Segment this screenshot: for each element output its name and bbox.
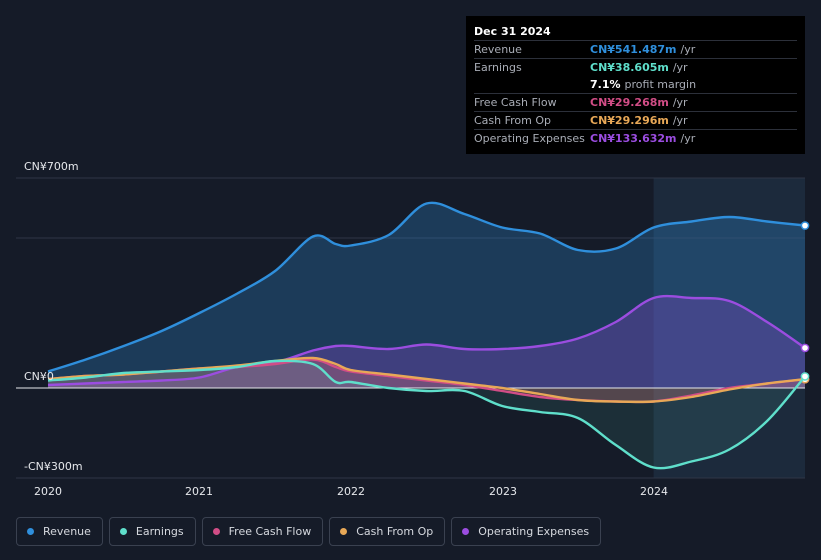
y-tick-label-minus-300: -CN¥300m <box>24 460 83 473</box>
tooltip-date: Dec 31 2024 <box>474 25 551 38</box>
legend-item-free-cash-flow[interactable]: Free Cash Flow <box>201 517 324 546</box>
tooltip-label: Free Cash Flow <box>474 96 557 109</box>
tooltip-value: CN¥133.632m <box>590 132 677 145</box>
series-line-earnings <box>47 359 806 470</box>
tooltip-unit: /yr <box>672 114 688 127</box>
tooltip-value: CN¥29.296m <box>590 114 669 127</box>
forecast-band <box>653 178 805 478</box>
legend-item-operating-expenses[interactable]: Operating Expenses <box>451 517 602 546</box>
series-end-point-revenue <box>800 221 810 230</box>
x-tick-label-2020: 2020 <box>34 485 62 498</box>
legend-dot-icon <box>212 528 220 535</box>
legend-item-earnings[interactable]: Earnings <box>108 517 196 546</box>
tooltip-unit: /yr <box>672 61 688 74</box>
legend-label: Operating Expenses <box>478 525 590 538</box>
x-tick-label-2021: 2021 <box>185 485 213 498</box>
series-end-point-operating-expenses <box>800 343 810 353</box>
series-line-revenue <box>47 201 806 373</box>
x-tick-label-2022: 2022 <box>337 485 365 498</box>
chart-legend: Revenue Earnings Free Cash Flow Cash Fro… <box>16 517 602 546</box>
tooltip-row-earnings: Earnings CN¥38.605m /yr <box>474 58 797 76</box>
tooltip-row-revenue: Revenue CN¥541.487m /yr <box>474 40 797 58</box>
tooltip-row-cash-from-op: Cash From Op CN¥29.296m /yr <box>474 111 797 129</box>
legend-item-revenue[interactable]: Revenue <box>16 517 103 546</box>
series-area-operating-expenses <box>48 296 805 388</box>
tooltip-value: 7.1% <box>590 78 621 91</box>
legend-dot-icon <box>462 528 470 535</box>
legend-label: Free Cash Flow <box>228 525 312 538</box>
legend-item-cash-from-op[interactable]: Cash From Op <box>329 517 446 546</box>
tooltip-row-profit-margin: 7.1% profit margin <box>474 76 797 93</box>
tooltip-label: Operating Expenses <box>474 132 585 145</box>
legend-label: Cash From Op <box>356 525 434 538</box>
tooltip-unit: /yr <box>672 96 688 109</box>
tooltip-label <box>474 76 590 93</box>
tooltip-row-free-cash-flow: Free Cash Flow CN¥29.268m /yr <box>474 93 797 111</box>
tooltip-value: CN¥29.268m <box>590 96 669 109</box>
legend-dot-icon <box>119 528 127 535</box>
legend-dot-icon <box>27 528 34 535</box>
y-tick-label-700: CN¥700m <box>24 160 79 173</box>
series-line-operating-expenses <box>47 294 806 387</box>
tooltip-label: Earnings <box>474 61 522 74</box>
tooltip-value: CN¥541.487m <box>590 43 677 56</box>
legend-label: Earnings <box>135 525 184 538</box>
tooltip-unit: /yr <box>680 132 696 145</box>
tooltip-unit: profit margin <box>624 78 697 91</box>
x-tick-label-2024: 2024 <box>640 485 668 498</box>
tooltip-label: Revenue <box>474 43 522 56</box>
tooltip-unit: /yr <box>680 43 696 56</box>
y-tick-label-0: CN¥0 <box>24 370 54 383</box>
series-end-point-earnings <box>800 372 810 381</box>
data-tooltip: Dec 31 2024 Revenue CN¥541.487m /yr Earn… <box>466 16 805 154</box>
tooltip-label: Cash From Op <box>474 114 552 127</box>
legend-dot-icon <box>340 528 348 535</box>
tooltip-value: CN¥38.605m <box>590 61 669 74</box>
tooltip-row-operating-expenses: Operating Expenses CN¥133.632m /yr <box>474 129 797 147</box>
legend-label: Revenue <box>43 525 91 538</box>
x-tick-label-2023: 2023 <box>489 485 517 498</box>
